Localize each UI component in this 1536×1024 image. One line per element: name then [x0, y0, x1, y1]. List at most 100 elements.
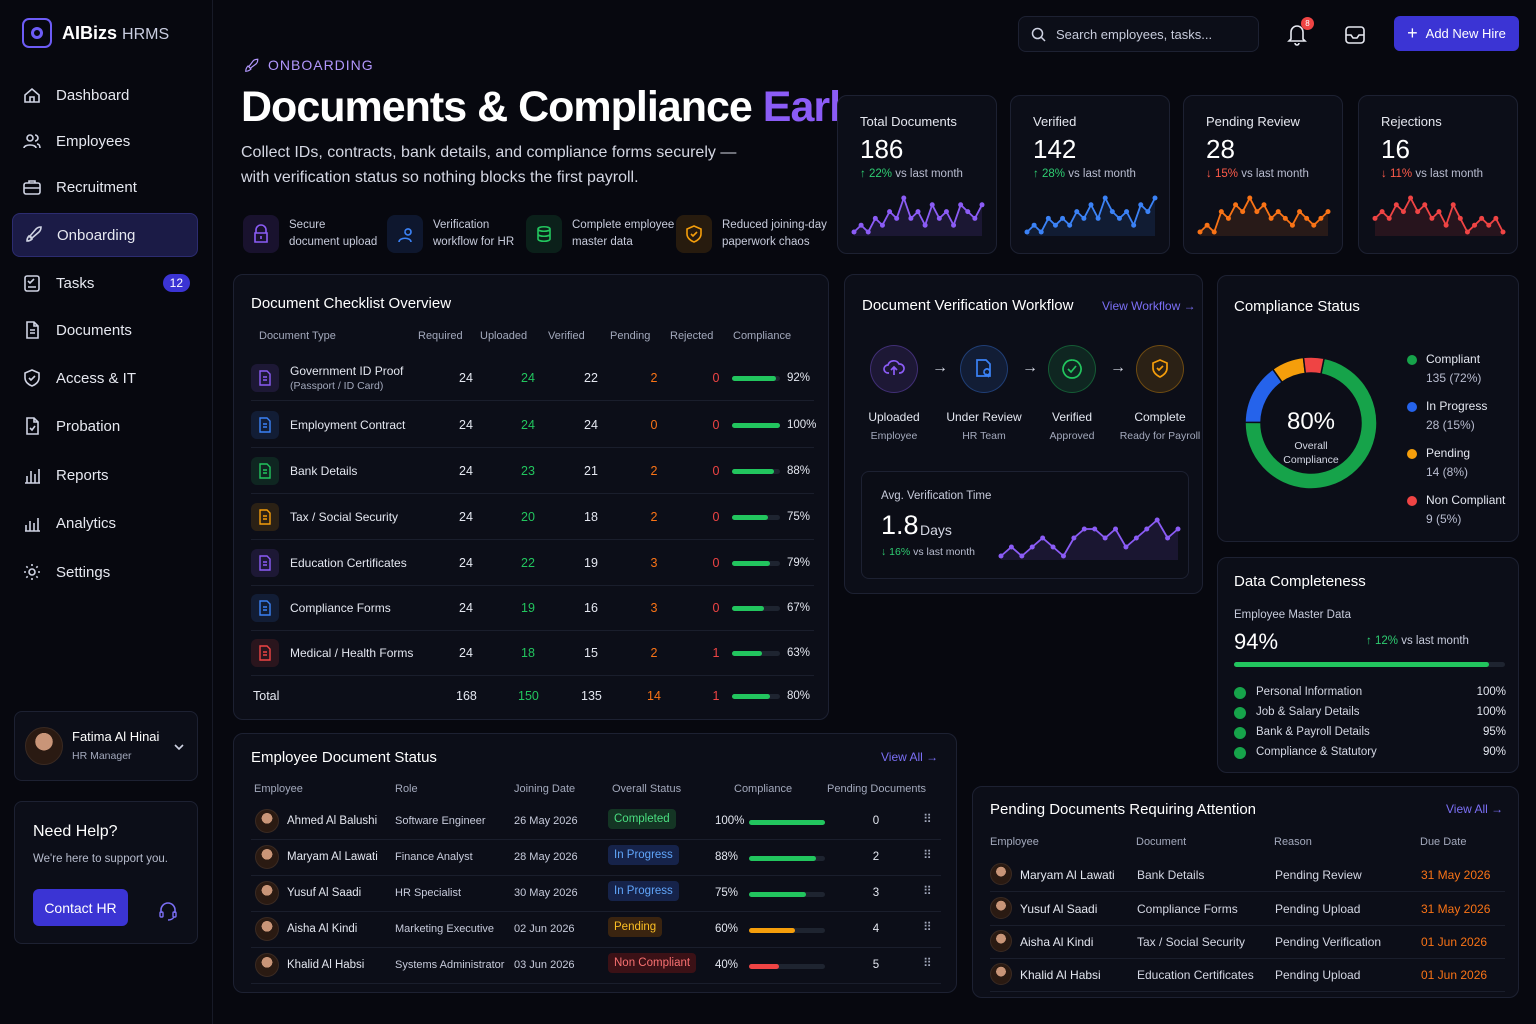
stat-sparkline — [1024, 195, 1158, 236]
sidebar-item-onboarding[interactable]: Onboarding — [12, 213, 198, 257]
arrow-down-icon: ↓ — [1381, 168, 1390, 180]
checklist-row[interactable]: Employment Contract 24 24 24 0 0 100% — [251, 402, 816, 448]
stat-card-rejections[interactable]: Rejections 16 ↓ 11% vs last month — [1358, 95, 1518, 254]
contact-hr-button[interactable]: Contact HR — [33, 889, 128, 926]
database-icon — [526, 215, 562, 253]
pending-due-date: 01 Jun 2026 — [1421, 935, 1488, 949]
add-new-hire-label: Add New Hire — [1425, 26, 1506, 41]
cell-pending: 3 — [650, 556, 658, 570]
sparkline-point — [951, 222, 957, 228]
checklist-row[interactable]: Government ID Proof (Passport / ID Card) 2… — [251, 355, 814, 401]
stat-card-total-documents[interactable]: Total Documents 186 ↑ 22% vs last month — [837, 95, 997, 254]
employees-view-all-link[interactable]: View All → — [881, 750, 938, 764]
pending-doc-row[interactable]: Yusuf Al Saadi Compliance Forms Pending Up… — [990, 893, 1505, 926]
inbox-icon[interactable] — [1344, 25, 1366, 45]
sparkline-point — [958, 202, 964, 208]
view-workflow-link[interactable]: View Workflow → — [1102, 299, 1196, 313]
plus-icon: + — [1407, 23, 1418, 43]
employee-row[interactable]: Maryam Al Lawati Finance Analyst 28 May 20… — [251, 840, 941, 876]
more-options-icon[interactable]: ⠿ — [923, 884, 932, 898]
employee-row[interactable]: Yusuf Al Saadi HR Specialist 30 May 2026 In… — [251, 876, 941, 912]
sparkline-point — [1282, 215, 1288, 221]
cell-pending: 2 — [650, 371, 658, 385]
pending-doc-row[interactable]: Maryam Al Lawati Bank Details Pending Revi… — [990, 859, 1505, 892]
legend-dot — [1407, 449, 1417, 459]
sidebar-item-label: Reports — [56, 466, 109, 484]
stat-value: 142 — [1033, 134, 1077, 164]
stat-delta-value: 22% — [868, 168, 892, 180]
cell-verified: 15 — [584, 646, 598, 660]
employee-row[interactable]: Khalid Al Habsi Systems Administrator 03 J… — [251, 948, 941, 984]
lock-icon — [243, 215, 279, 253]
sidebar-item-employees[interactable]: Employees — [12, 119, 198, 163]
sparkline-point — [1400, 209, 1406, 215]
more-options-icon[interactable]: ⠿ — [923, 956, 932, 970]
add-new-hire-button[interactable]: + Add New Hire — [1394, 16, 1519, 51]
sidebar-item-label: Documents — [56, 321, 132, 339]
employee-role: Marketing Executive — [395, 923, 495, 935]
user-profile-card[interactable]: Fatima Al Hinai HR Manager — [14, 711, 198, 781]
more-options-icon[interactable]: ⠿ — [923, 920, 932, 934]
sidebar-item-tasks[interactable]: Tasks 12 — [12, 261, 198, 305]
checklist-row[interactable]: Compliance Forms 24 19 16 3 0 67% — [251, 585, 814, 631]
document-name: Education Certificates — [290, 556, 407, 570]
app-logo[interactable]: AIBizs HRMS — [22, 18, 169, 48]
employee-row[interactable]: Aisha Al Kindi Marketing Executive 02 Jun … — [251, 912, 941, 948]
cell-verified: 135 — [581, 689, 602, 703]
sparkline-point — [1464, 229, 1470, 235]
sparkline-point — [1197, 229, 1203, 235]
employee-row[interactable]: Ahmed Al Balushi Software Engineer 26 May … — [251, 804, 941, 840]
sidebar-item-probation[interactable]: Probation — [12, 404, 198, 448]
more-options-icon[interactable]: ⠿ — [923, 812, 932, 826]
cell-pending: 2 — [650, 464, 658, 478]
status-badge: In Progress — [608, 845, 679, 865]
cell-verified: 22 — [584, 371, 598, 385]
more-options-icon[interactable]: ⠿ — [923, 848, 932, 862]
cloud-upload-icon — [870, 345, 918, 393]
checklist-row[interactable]: Tax / Social Security 24 20 18 2 0 75% — [251, 494, 814, 540]
employee-document-status-card: Employee Document Status View All → Empl… — [233, 733, 957, 993]
sidebar-item-recruitment[interactable]: Recruitment — [12, 165, 198, 209]
sparkline-point — [1131, 222, 1137, 228]
sidebar-item-documents[interactable]: Documents — [12, 308, 198, 352]
review-icon — [960, 345, 1008, 393]
sidebar-item-reports[interactable]: Reports — [12, 453, 198, 497]
stat-delta-value: 15% — [1214, 168, 1238, 180]
sidebar-item-dashboard[interactable]: Dashboard — [12, 73, 198, 117]
notification-button[interactable]: 8 — [1286, 17, 1314, 48]
chevron-down-icon[interactable] — [173, 742, 185, 752]
pending-doc-row[interactable]: Aisha Al Kindi Tax / Social Security Pendi… — [990, 926, 1505, 959]
checklist-row[interactable]: Education Certificates 24 22 19 3 0 79% — [251, 540, 814, 586]
checklist-row[interactable]: Bank Details 24 23 21 2 0 88% — [251, 448, 814, 494]
stat-delta-suffix: vs last month — [1241, 168, 1309, 180]
avg-delta-value: 16% — [889, 546, 911, 558]
certificate-icon — [251, 549, 279, 577]
checklist-header: Compliance — [733, 330, 792, 342]
checklist-header: Verified — [548, 330, 585, 342]
sparkline-point — [1268, 215, 1274, 221]
cell-pending: 2 — [650, 510, 658, 524]
sparkline-point — [1247, 195, 1253, 201]
pending-view-all-link[interactable]: View All → — [1446, 802, 1503, 816]
sparkline-point — [872, 215, 878, 221]
sparkline-point — [1289, 222, 1295, 228]
pending-doc-row[interactable]: Khalid Al Habsi Education Certificates Pen… — [990, 959, 1505, 992]
sparkline-point — [1123, 544, 1129, 550]
completeness-item-label: Compliance & Statutory — [1256, 746, 1377, 758]
cell-required: 24 — [459, 464, 473, 478]
sparkline-point — [1060, 553, 1066, 559]
sidebar-item-access-it[interactable]: Access & IT — [12, 356, 198, 400]
cell-rejected: 0 — [712, 556, 720, 570]
stat-title: Rejections — [1381, 114, 1442, 129]
stat-card-pending-review[interactable]: Pending Review 28 ↓ 15% vs last month — [1183, 95, 1343, 254]
search-input[interactable]: Search employees, tasks... — [1018, 16, 1259, 52]
stat-card-verified[interactable]: Verified 142 ↑ 28% vs last month — [1010, 95, 1170, 254]
sidebar-item-settings[interactable]: Settings — [12, 550, 198, 594]
employee-role: HR Specialist — [395, 887, 462, 899]
avatar — [990, 863, 1012, 885]
checklist-total-row[interactable]: Total 168 150 135 14 1 80% — [251, 675, 814, 715]
sidebar-item-analytics[interactable]: Analytics — [12, 501, 198, 545]
employee-name: Ahmed Al Balushi — [287, 815, 378, 827]
shield-icon — [24, 369, 40, 387]
checklist-row[interactable]: Medical / Health Forms 24 18 15 2 1 63% — [251, 630, 814, 676]
